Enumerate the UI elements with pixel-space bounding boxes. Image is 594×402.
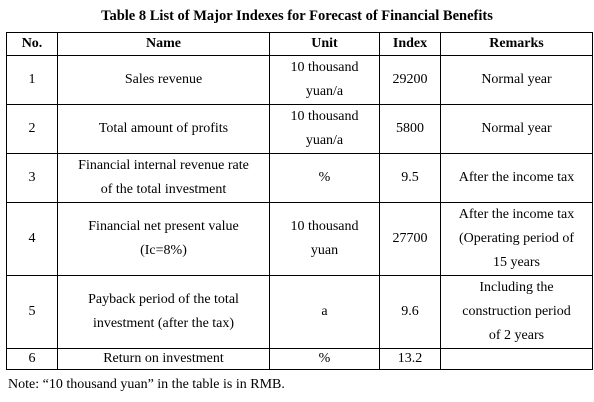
cell-unit-line: yuan/a [305, 133, 344, 148]
cell-no: 5 [6, 275, 58, 349]
financial-indexes-table: No. Name Unit Index Remarks 1 Sales reven… [6, 32, 593, 370]
cell-remarks: After the income tax [440, 153, 593, 203]
cell-unit: 10 thousand yuan [269, 202, 380, 276]
cell-unit-line: yuan [310, 243, 339, 258]
cell-no: 2 [6, 104, 58, 154]
cell-remarks-line: Including the [479, 280, 554, 295]
cell-remarks-line: construction period [462, 304, 571, 319]
cell-unit-line: a [321, 304, 328, 319]
header-unit: Unit [269, 32, 380, 56]
cell-name: Total amount of profits [57, 104, 270, 154]
cell-name-line: Total amount of profits [98, 121, 229, 136]
cell-no: 6 [6, 348, 58, 370]
cell-name-line: Payback period of the total [88, 292, 239, 307]
cell-remarks [440, 348, 593, 370]
header-remarks: Remarks [440, 32, 593, 56]
table-row: 1 Sales revenue 10 thousand yuan/a 29200 Norm… [6, 55, 593, 105]
cell-name-line: Sales revenue [124, 72, 203, 87]
cell-unit: 10 thousand yuan/a [269, 104, 380, 154]
table-row: 4 Financial net present value (Ic=8%) 10 th… [6, 202, 593, 276]
table-row: 3 Financial internal revenue rate of the t… [6, 153, 593, 203]
cell-unit-line: % [318, 351, 331, 366]
cell-no: 1 [6, 55, 58, 105]
cell-name: Return on investment [57, 348, 270, 370]
cell-remarks: After the income tax (Operating period of… [440, 202, 593, 276]
cell-remarks-line: Normal year [481, 121, 552, 136]
cell-unit: 10 thousand yuan/a [269, 55, 380, 105]
cell-remarks-line: of 2 years [488, 328, 545, 343]
cell-index: 29200 [379, 55, 441, 105]
cell-unit-line: 10 thousand [290, 60, 359, 75]
cell-index: 9.5 [379, 153, 441, 203]
cell-unit: % [269, 348, 380, 370]
table-row: 2 Total amount of profits 10 thousand yuan/… [6, 104, 593, 154]
table-body: 1 Sales revenue 10 thousand yuan/a 29200 Norm… [6, 55, 593, 370]
table-note: Note: “10 thousand yuan” in the table is… [8, 377, 285, 392]
cell-unit-line: 10 thousand [290, 219, 359, 234]
cell-name: Financial net present value (Ic=8%) [57, 202, 270, 276]
cell-name: Payback period of the total investment (a… [57, 275, 270, 349]
cell-name-line: of the total investment [100, 182, 227, 197]
cell-remarks-line: Normal year [481, 72, 552, 87]
cell-index: 9.6 [379, 275, 441, 349]
cell-index: 5800 [379, 104, 441, 154]
cell-name-line: (Ic=8%) [140, 243, 187, 258]
cell-unit: % [269, 153, 380, 203]
cell-unit: a [269, 275, 380, 349]
cell-name-line: investment (after the tax) [92, 316, 235, 331]
cell-unit-line: yuan/a [305, 84, 344, 99]
header-name: Name [57, 32, 270, 56]
cell-remarks: Including the construction period of 2 yea… [440, 275, 593, 349]
cell-name: Financial internal revenue rate of the to… [57, 153, 270, 203]
cell-index: 27700 [379, 202, 441, 276]
table-title: Table 8 List of Major Indexes for Foreca… [101, 8, 493, 24]
cell-remarks: Normal year [440, 55, 593, 105]
cell-remarks-line: (Operating period of [458, 231, 575, 246]
cell-name-line: Financial internal revenue rate [78, 158, 249, 173]
cell-index: 13.2 [379, 348, 441, 370]
cell-name: Sales revenue [57, 55, 270, 105]
cell-remarks-line: After the income tax [458, 207, 575, 222]
cell-remarks-line: 15 years [492, 255, 541, 270]
cell-unit-line: % [318, 170, 331, 185]
table-header-row: No. Name Unit Index Remarks [6, 32, 593, 56]
cell-no: 4 [6, 202, 58, 276]
cell-remarks-line: After the income tax [458, 170, 575, 185]
header-index: Index [379, 32, 441, 56]
table-row: 5 Payback period of the total investment (… [6, 275, 593, 349]
cell-unit-line: 10 thousand [290, 109, 359, 124]
cell-no: 3 [6, 153, 58, 203]
cell-name-line: Return on investment [103, 351, 224, 366]
cell-name-line: Financial net present value [88, 219, 239, 234]
header-no: No. [6, 32, 58, 56]
cell-remarks: Normal year [440, 104, 593, 154]
table-row: 6 Return on investment% 13.2 [6, 348, 593, 370]
